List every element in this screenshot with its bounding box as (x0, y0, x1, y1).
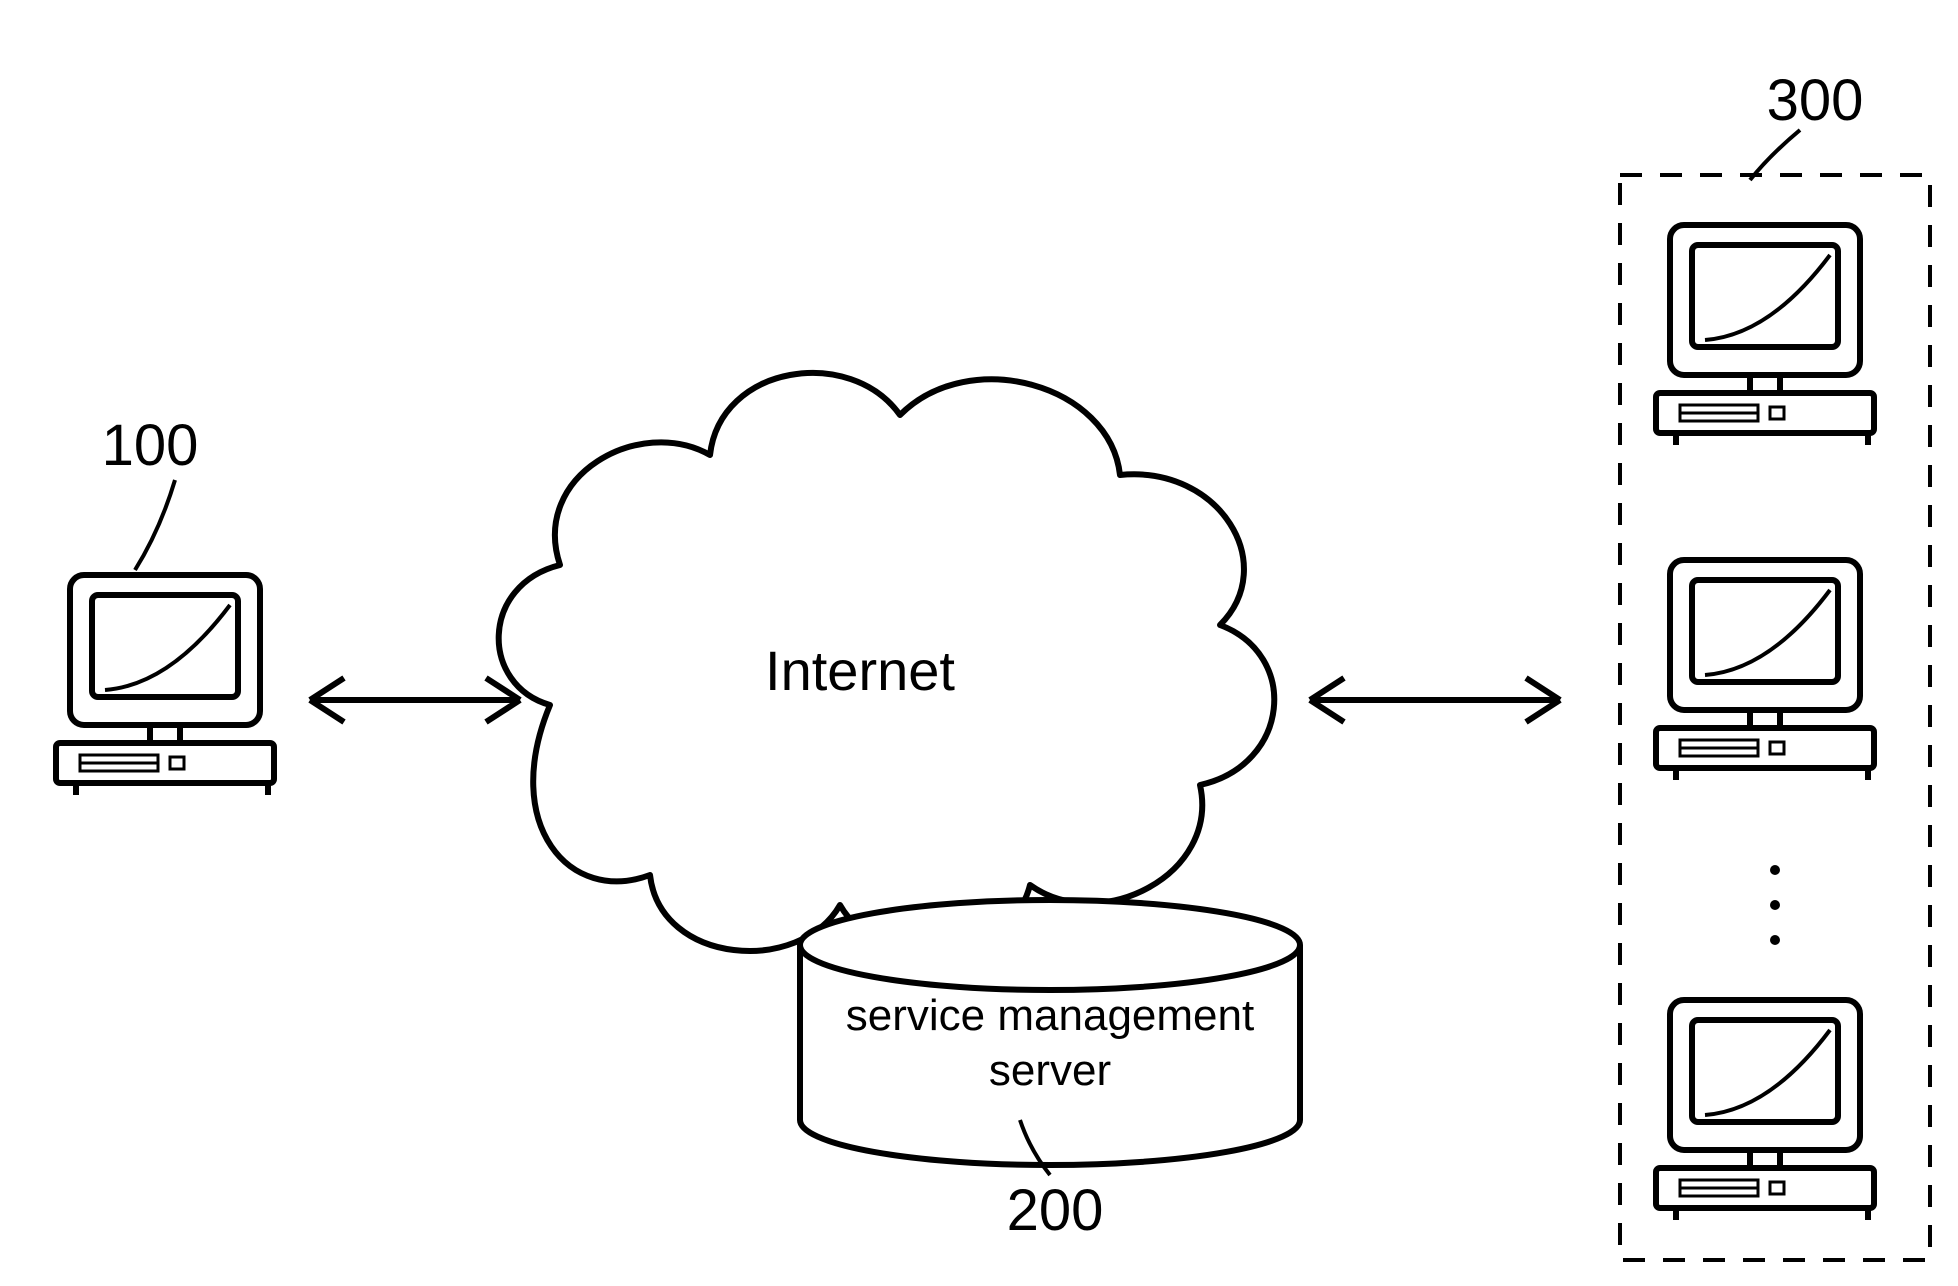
client-leader (135, 480, 175, 570)
ellipsis-dot (1770, 900, 1780, 910)
server-label-line2: server (989, 1046, 1111, 1095)
client-pc (56, 575, 274, 795)
group-pc-2 (1656, 560, 1874, 780)
group-pc-1 (1656, 225, 1874, 445)
ellipsis-dot (1770, 935, 1780, 945)
server-label-line1: service management (846, 991, 1254, 1040)
server-ref-label: 200 (1007, 1178, 1104, 1243)
ellipsis-dot (1770, 865, 1780, 875)
client-ref-label: 100 (102, 413, 199, 478)
arrow-cloud-group (1310, 678, 1560, 722)
group-ref-label: 300 (1767, 68, 1864, 133)
group-pc-3 (1656, 1000, 1874, 1220)
cloud-label: Internet (765, 639, 955, 702)
arrow-client-cloud (310, 678, 520, 722)
group-leader (1750, 130, 1800, 180)
